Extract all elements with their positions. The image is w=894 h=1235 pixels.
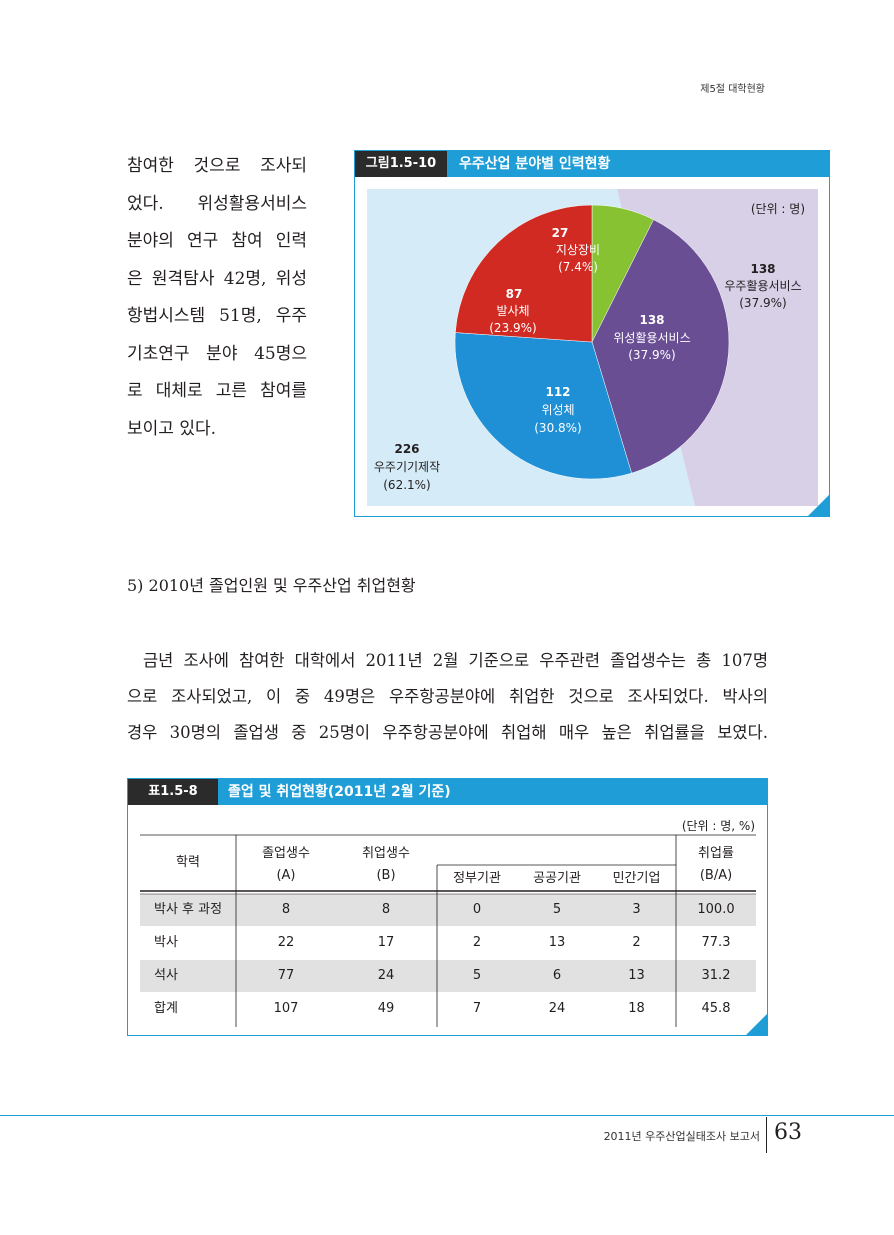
cell-private: 13	[628, 968, 645, 983]
text-line: 로 대체로 고른 참여를	[127, 381, 307, 401]
th-public: 공공기관	[533, 871, 581, 886]
text-line: 기초연구 분야 45명으	[127, 343, 307, 364]
th-rate-sub: (B/A)	[699, 868, 733, 883]
cell-degree: 박사 후 과정	[154, 902, 223, 917]
cell-public: 13	[548, 935, 566, 950]
footer-report-title: 2011년 우주산업실태조사 보고서	[603, 1130, 760, 1143]
outer-left-pct: (62.1%)	[383, 478, 430, 492]
paragraph-line: 금년 조사에 참여한 대학에서 2011년 2월 기준으로 우주관련 졸업생수는…	[143, 651, 768, 670]
cell-degree: 석사	[154, 968, 178, 983]
outer-right-pct: (37.9%)	[739, 296, 786, 310]
cell-gov: 5	[472, 968, 482, 983]
slice-value-satellite: 112	[545, 385, 570, 399]
cell-public: 24	[548, 1001, 566, 1016]
paragraph-line: 으로 조사되었고, 이 중 49명은 우주항공분야에 취업한 것으로 조사되었다…	[127, 687, 768, 706]
cell-gov: 2	[472, 935, 482, 950]
text-line: 참여한 것으로 조사되	[127, 156, 307, 176]
table-unit: (단위 : 명, %)	[681, 819, 755, 833]
th-degree: 학력	[176, 855, 200, 870]
figure-canvas: (단위 : 명) 27 지상장비 (7.4%) 87 발사체 (23.9%) 1…	[367, 189, 829, 516]
cell-grad: 77	[277, 968, 295, 983]
slice-name-ground: 지상장비	[556, 243, 600, 257]
th-emp-sub: (B)	[376, 868, 396, 883]
paragraph-line: 경우 30명의 졸업생 중 25명이 우주항공분야에 취업해 매우 높은 취업률…	[127, 723, 768, 742]
slice-name-satellite: 위성체	[541, 403, 574, 417]
outer-right-value: 138	[750, 262, 775, 276]
cell-emp: 17	[377, 935, 395, 950]
cell-grad: 8	[281, 902, 291, 917]
outer-left-value: 226	[394, 442, 419, 456]
corner-accent	[808, 495, 829, 516]
text-line: 은 원격탐사 42명, 위성	[127, 268, 307, 289]
slice-name-service: 위성활용서비스	[613, 331, 690, 345]
slice-pct-ground: (7.4%)	[558, 260, 598, 274]
slice-satellite	[454, 332, 632, 480]
slice-pct-satellite: (30.8%)	[534, 421, 581, 435]
figure-label: 그림1.5-10	[355, 151, 447, 177]
slice-value-ground: 27	[552, 226, 569, 240]
page-number: 63	[774, 1120, 802, 1145]
row-shade	[140, 960, 756, 992]
th-grad: 졸업생수	[262, 846, 310, 861]
cell-gov: 7	[472, 1001, 482, 1016]
cell-degree: 합계	[154, 1001, 178, 1016]
text-line: 분야의 연구 참여 인력	[127, 231, 307, 251]
row-shade	[140, 894, 756, 926]
cell-private: 3	[632, 902, 641, 917]
table-lines	[140, 834, 767, 1035]
th-rate: 취업률	[698, 846, 734, 861]
table-box: 표1.5-8 졸업 및 취업현황(2011년 2월 기준) (단위 : 명, %…	[127, 778, 768, 1036]
body-paragraph: 금년 조사에 참여한 대학에서 2011년 2월 기준으로 우주관련 졸업생수는…	[127, 643, 768, 751]
figure-title: 우주산업 분야별 인력현황	[459, 156, 611, 172]
cell-gov: 0	[472, 902, 482, 917]
table-label: 표1.5-8	[128, 779, 218, 805]
th-grad-sub: (A)	[276, 868, 296, 883]
text-line: 항법시스템 51명, 우주	[127, 306, 307, 326]
unit-label: (단위 : 명)	[751, 202, 805, 216]
cell-emp: 49	[377, 1001, 395, 1016]
slice-value-launch: 87	[506, 287, 523, 301]
footer-rule	[0, 1115, 894, 1116]
outer-left-name: 우주기기제작	[374, 460, 440, 474]
cell-emp: 24	[377, 968, 395, 983]
text-line: 었다. 위성활용서비스	[127, 193, 307, 214]
th-private: 민간기업	[612, 871, 661, 886]
slice-pct-launch: (23.9%)	[489, 321, 536, 335]
slice-name-launch: 발사체	[496, 304, 529, 318]
cell-private: 18	[628, 1001, 645, 1016]
cell-private: 2	[632, 935, 641, 950]
corner-accent	[746, 1014, 767, 1035]
th-emp: 취업생수	[362, 846, 410, 861]
footer-separator	[766, 1117, 767, 1153]
figure-box: (단위 : 명) 27 지상장비 (7.4%) 87 발사체 (23.9%) 1…	[354, 150, 830, 517]
cell-rate: 100.0	[697, 902, 735, 917]
table-title: 졸업 및 취업현황(2011년 2월 기준)	[228, 784, 451, 800]
table-header-bar	[128, 779, 767, 805]
slice-satellite-service	[591, 219, 730, 474]
cell-rate: 77.3	[701, 935, 731, 950]
section-heading: 5) 2010년 졸업인원 및 우주산업 취업현황	[127, 576, 416, 595]
cell-public: 5	[552, 902, 562, 917]
cell-public: 6	[552, 968, 562, 983]
slice-value-service: 138	[639, 313, 664, 327]
slice-launch-vehicle	[455, 204, 593, 343]
text-line: 보이고 있다.	[127, 418, 217, 439]
slice-pct-service: (37.9%)	[628, 348, 675, 362]
cell-grad: 22	[277, 935, 295, 950]
cell-rate: 45.8	[701, 1001, 731, 1016]
cell-emp: 8	[381, 902, 391, 917]
cell-grad: 107	[273, 1001, 299, 1016]
outer-right-name: 우주활용서비스	[724, 279, 801, 293]
th-gov: 정부기관	[453, 871, 501, 886]
chapter-header: 제5절 대학현황	[700, 84, 765, 95]
left-text-column: 참여한 것으로 조사되 었다. 위성활용서비스 분야의 연구 참여 인력 은 원…	[127, 148, 307, 448]
cell-rate: 31.2	[701, 968, 731, 983]
cell-degree: 박사	[154, 935, 178, 950]
pie-chart	[454, 204, 730, 480]
